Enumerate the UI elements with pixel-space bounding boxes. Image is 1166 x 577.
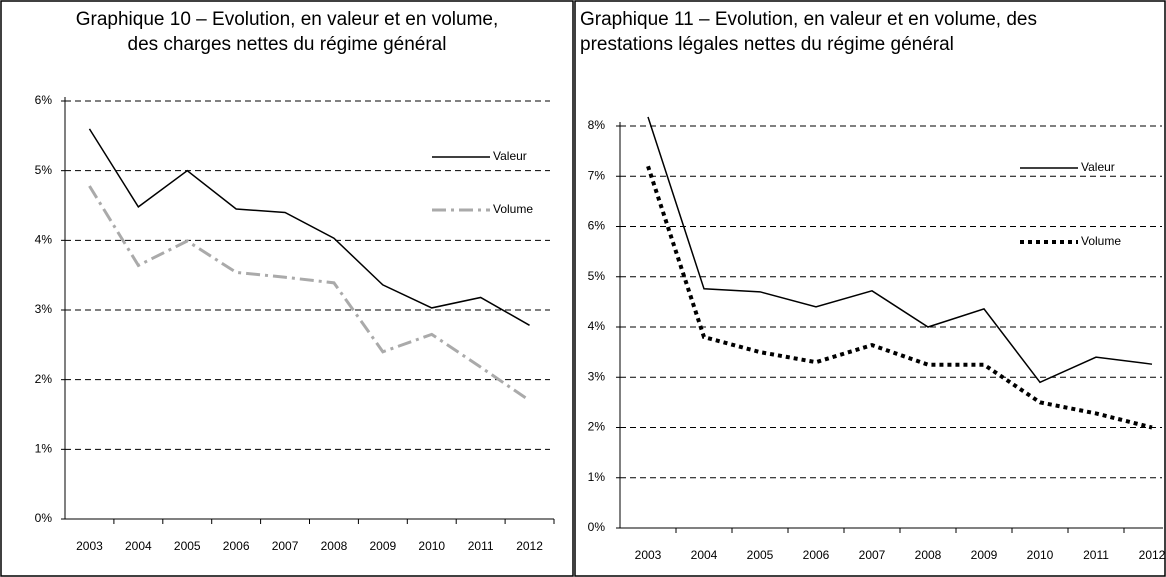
x-tick-label: 2010 — [1027, 548, 1054, 562]
legend-label: Valeur — [1081, 160, 1115, 174]
y-tick-label: 3% — [588, 369, 606, 383]
x-tick-label: 2004 — [125, 539, 152, 553]
data-line — [646, 165, 1153, 430]
data-line — [647, 116, 1153, 384]
legend-label: Volume — [1081, 234, 1121, 248]
x-tick-label: 2011 — [468, 539, 494, 553]
y-tick-label: 6% — [35, 93, 53, 107]
y-tick-label: 5% — [588, 269, 606, 283]
x-tick-label: 2005 — [174, 539, 201, 553]
y-tick-label: 2% — [35, 372, 53, 386]
y-tick-label: 6% — [588, 219, 606, 233]
x-tick-label: 2006 — [803, 548, 830, 562]
x-tick-label: 2011 — [1083, 548, 1109, 562]
y-tick-label: 8% — [588, 118, 606, 132]
x-tick-label: 2010 — [418, 539, 445, 553]
x-tick-label: 2003 — [76, 539, 103, 553]
x-tick-label: 2012 — [1139, 548, 1166, 562]
legend-label: Volume — [493, 202, 533, 216]
x-tick-label: 2008 — [915, 548, 942, 562]
chart-title: des charges nettes du régime général — [128, 34, 447, 55]
y-tick-label: 1% — [588, 470, 606, 484]
y-tick-label: 3% — [35, 302, 53, 316]
data-line — [88, 185, 531, 402]
chart-title: Graphique 11 – Evolution, en valeur et e… — [580, 9, 1037, 30]
x-tick-label: 2012 — [516, 539, 543, 553]
y-tick-label: 5% — [35, 163, 53, 177]
x-tick-label: 2009 — [369, 539, 396, 553]
y-tick-label: 4% — [35, 233, 53, 247]
y-tick-label: 0% — [35, 511, 53, 525]
y-tick-label: 4% — [588, 319, 606, 333]
y-tick-label: 2% — [588, 420, 606, 434]
y-tick-label: 0% — [588, 520, 606, 534]
legend-label: Valeur — [493, 149, 527, 163]
panel-border — [0, 0, 574, 577]
chart-title: prestations légales nettes du régime gén… — [580, 34, 954, 55]
panel-border — [574, 0, 1166, 577]
x-tick-label: 2007 — [272, 539, 299, 553]
x-tick-label: 2009 — [971, 548, 998, 562]
x-tick-label: 2007 — [859, 548, 886, 562]
x-tick-label: 2004 — [691, 548, 718, 562]
x-tick-label: 2003 — [635, 548, 662, 562]
x-tick-label: 2005 — [747, 548, 774, 562]
chart-title: Graphique 10 – Evolution, en valeur et e… — [76, 9, 499, 30]
x-tick-label: 2008 — [321, 539, 348, 553]
y-tick-label: 7% — [588, 168, 606, 182]
data-line — [88, 128, 530, 326]
y-tick-label: 1% — [35, 442, 53, 456]
x-tick-label: 2006 — [223, 539, 250, 553]
